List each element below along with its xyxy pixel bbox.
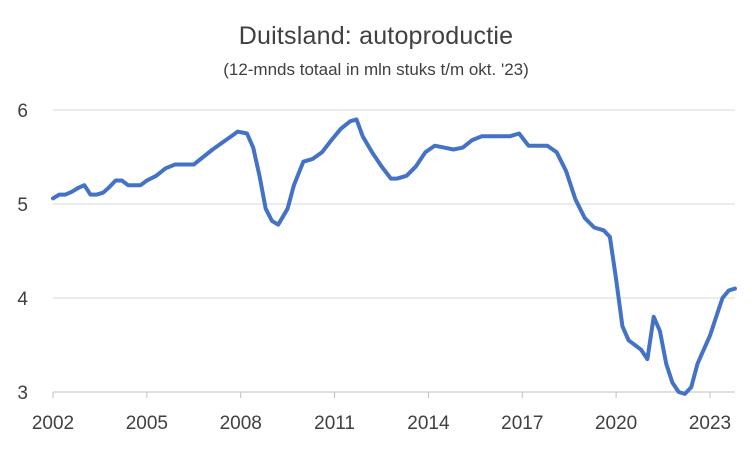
chart-subtitle: (12-mnds totaal in mln stuks t/m okt. '2… [223, 60, 529, 79]
x-tick-label-2005: 2005 [126, 413, 168, 434]
series-line-0 [51, 117, 737, 396]
y-tick-label-4: 4 [17, 289, 28, 310]
y-tick-label-5: 5 [17, 195, 28, 216]
y-tick-label-3: 3 [17, 383, 28, 404]
y-tick-label-6: 6 [17, 101, 28, 122]
x-tick-label-2020: 2020 [595, 413, 637, 434]
chart-title: Duitsland: autoproductie [238, 22, 514, 50]
x-tick-label-2008: 2008 [220, 413, 262, 434]
x-tick-label-2014: 2014 [407, 413, 450, 434]
x-tick-label-2002: 2002 [32, 413, 74, 434]
x-tick-label-2017: 2017 [501, 413, 543, 434]
x-tick-label-2023: 2023 [689, 413, 731, 434]
x-tick-label-2011: 2011 [314, 413, 355, 434]
